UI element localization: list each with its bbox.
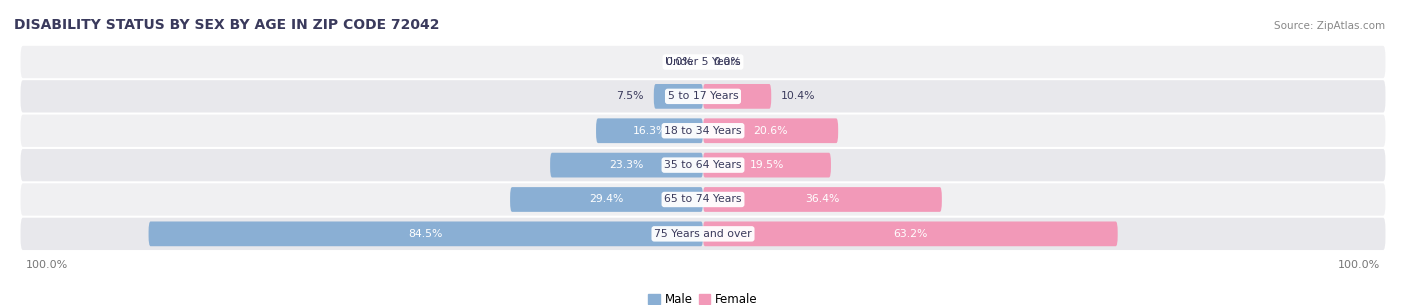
Text: 0.0%: 0.0%: [665, 57, 693, 67]
Text: Under 5 Years: Under 5 Years: [665, 57, 741, 67]
FancyBboxPatch shape: [149, 221, 703, 246]
FancyBboxPatch shape: [596, 118, 703, 143]
Text: 20.6%: 20.6%: [754, 126, 787, 136]
FancyBboxPatch shape: [21, 46, 1385, 78]
FancyBboxPatch shape: [21, 218, 1385, 250]
Text: 16.3%: 16.3%: [633, 126, 666, 136]
Text: 7.5%: 7.5%: [616, 92, 644, 101]
Text: 35 to 64 Years: 35 to 64 Years: [664, 160, 742, 170]
FancyBboxPatch shape: [550, 153, 703, 178]
FancyBboxPatch shape: [703, 221, 1118, 246]
FancyBboxPatch shape: [703, 84, 772, 109]
Text: 63.2%: 63.2%: [893, 229, 928, 239]
Text: DISABILITY STATUS BY SEX BY AGE IN ZIP CODE 72042: DISABILITY STATUS BY SEX BY AGE IN ZIP C…: [14, 18, 440, 31]
FancyBboxPatch shape: [21, 80, 1385, 113]
Text: 65 to 74 Years: 65 to 74 Years: [664, 195, 742, 204]
Text: 29.4%: 29.4%: [589, 195, 624, 204]
Text: 0.0%: 0.0%: [713, 57, 741, 67]
FancyBboxPatch shape: [703, 118, 838, 143]
FancyBboxPatch shape: [21, 149, 1385, 181]
FancyBboxPatch shape: [21, 115, 1385, 147]
Text: 5 to 17 Years: 5 to 17 Years: [668, 92, 738, 101]
Text: 36.4%: 36.4%: [806, 195, 839, 204]
Legend: Male, Female: Male, Female: [644, 289, 762, 305]
Text: 23.3%: 23.3%: [609, 160, 644, 170]
FancyBboxPatch shape: [510, 187, 703, 212]
Text: Source: ZipAtlas.com: Source: ZipAtlas.com: [1274, 21, 1385, 31]
Text: 18 to 34 Years: 18 to 34 Years: [664, 126, 742, 136]
Text: 75 Years and over: 75 Years and over: [654, 229, 752, 239]
Text: 19.5%: 19.5%: [749, 160, 785, 170]
Text: 10.4%: 10.4%: [782, 92, 815, 101]
FancyBboxPatch shape: [21, 183, 1385, 216]
FancyBboxPatch shape: [703, 187, 942, 212]
FancyBboxPatch shape: [654, 84, 703, 109]
FancyBboxPatch shape: [703, 153, 831, 178]
Text: 84.5%: 84.5%: [409, 229, 443, 239]
